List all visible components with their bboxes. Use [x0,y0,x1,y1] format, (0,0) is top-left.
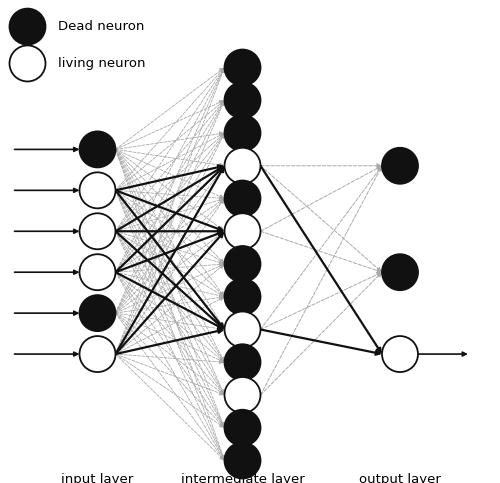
Ellipse shape [224,377,260,413]
Text: input layer: input layer [62,473,134,483]
Ellipse shape [224,246,260,282]
Ellipse shape [224,115,260,151]
Ellipse shape [382,148,418,184]
Ellipse shape [224,410,260,446]
Ellipse shape [80,295,116,331]
Ellipse shape [80,172,116,208]
Ellipse shape [224,181,260,216]
Ellipse shape [224,442,260,479]
Ellipse shape [224,279,260,315]
Ellipse shape [10,9,46,44]
Ellipse shape [224,213,260,249]
Ellipse shape [80,131,116,168]
Ellipse shape [224,82,260,118]
Ellipse shape [382,254,418,290]
Ellipse shape [80,213,116,249]
Ellipse shape [224,50,260,85]
Ellipse shape [224,148,260,184]
Ellipse shape [224,344,260,380]
Ellipse shape [382,336,418,372]
Text: intermediate layer: intermediate layer [180,473,304,483]
Text: Dead neuron: Dead neuron [58,20,144,33]
Text: output layer: output layer [359,473,441,483]
Ellipse shape [80,254,116,290]
Ellipse shape [80,336,116,372]
Ellipse shape [10,45,46,82]
Ellipse shape [224,312,260,347]
Text: living neuron: living neuron [58,57,146,70]
